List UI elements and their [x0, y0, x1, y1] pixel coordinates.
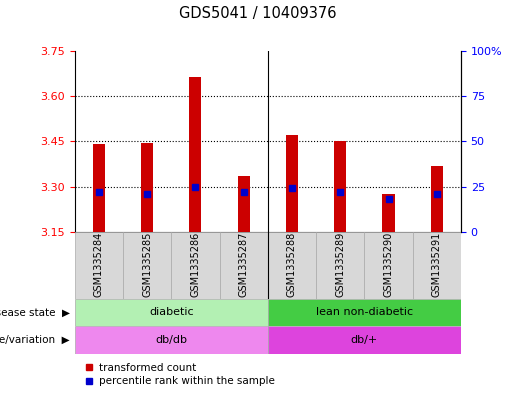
- Text: db/db: db/db: [155, 335, 187, 345]
- Bar: [383, 194, 394, 232]
- Text: GSM1335285: GSM1335285: [142, 231, 152, 297]
- Legend: transformed count, percentile rank within the sample: transformed count, percentile rank withi…: [80, 359, 279, 390]
- Text: GSM1335289: GSM1335289: [335, 231, 345, 297]
- Text: disease state  ▶: disease state ▶: [0, 307, 70, 318]
- Bar: [171, 232, 219, 299]
- Text: GSM1335286: GSM1335286: [191, 231, 200, 297]
- Bar: [268, 232, 316, 299]
- Text: diabetic: diabetic: [149, 307, 194, 318]
- Bar: [268, 326, 461, 354]
- Text: GSM1335290: GSM1335290: [384, 231, 393, 297]
- Text: GSM1335287: GSM1335287: [238, 231, 249, 297]
- Bar: [413, 232, 461, 299]
- Text: GSM1335291: GSM1335291: [432, 231, 442, 297]
- Bar: [316, 232, 365, 299]
- Bar: [286, 136, 298, 232]
- Bar: [75, 299, 268, 326]
- Text: db/+: db/+: [351, 335, 378, 345]
- Bar: [93, 145, 105, 232]
- Bar: [75, 232, 123, 299]
- Text: GSM1335288: GSM1335288: [287, 231, 297, 297]
- Bar: [237, 176, 250, 232]
- Bar: [141, 143, 153, 232]
- Bar: [268, 299, 461, 326]
- Bar: [219, 232, 268, 299]
- Bar: [190, 77, 201, 232]
- Text: GSM1335284: GSM1335284: [94, 231, 104, 297]
- Text: genotype/variation  ▶: genotype/variation ▶: [0, 335, 70, 345]
- Text: GDS5041 / 10409376: GDS5041 / 10409376: [179, 6, 336, 21]
- Bar: [431, 165, 443, 232]
- Text: lean non-diabetic: lean non-diabetic: [316, 307, 413, 318]
- Bar: [75, 326, 268, 354]
- Bar: [365, 232, 413, 299]
- Bar: [123, 232, 171, 299]
- Bar: [334, 141, 346, 232]
